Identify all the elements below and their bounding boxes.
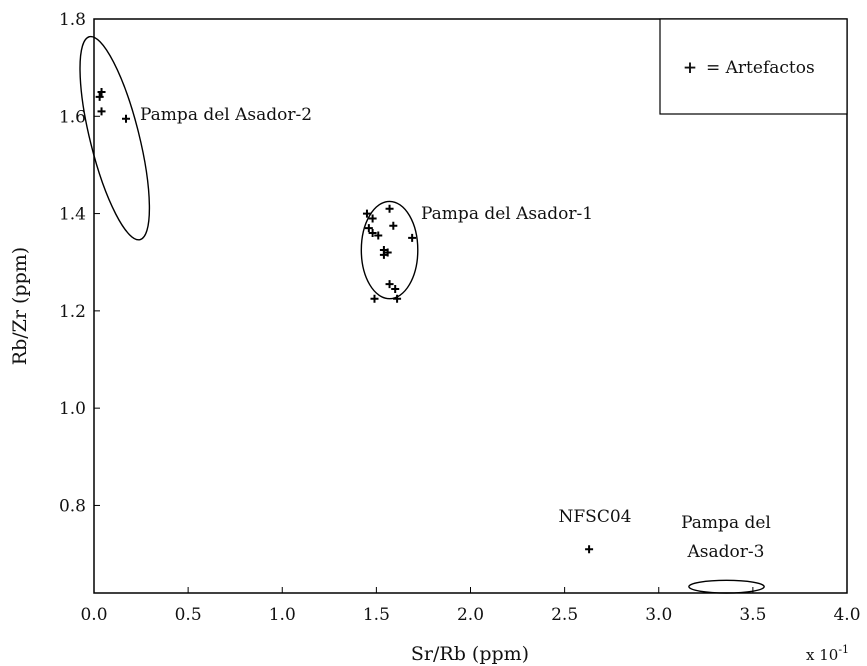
x-tick-label: 2.5: [551, 605, 578, 625]
legend-label: = Artefactos: [706, 58, 815, 78]
x-tick-label: 3.5: [739, 605, 766, 625]
data-point: [368, 214, 377, 223]
data-point: [385, 204, 394, 213]
x-tick-label: 3.0: [645, 605, 672, 625]
data-point: [391, 284, 400, 293]
y-tick-label: 1.0: [59, 399, 86, 419]
x-tick-label: 0.0: [80, 605, 107, 625]
x-axis-multiplier-exponent: -1: [838, 643, 849, 656]
legend: + = Artefactos: [659, 18, 848, 115]
data-point: [370, 294, 379, 303]
data-point: [95, 92, 104, 101]
legend-box: [659, 18, 848, 115]
data-point: [97, 107, 106, 116]
label-nfsc04: NFSC04: [559, 507, 632, 527]
label-pampa-del-asador-2: Pampa del Asador-2: [140, 105, 312, 125]
data-point: [122, 114, 131, 123]
data-point: [408, 233, 417, 242]
x-axis-label: Sr/Rb (ppm): [411, 643, 529, 665]
label-pampa-del-asador-1: Pampa del Asador-1: [421, 204, 593, 224]
label-pampa-del-asador-3-line1: Pampa del: [681, 513, 771, 533]
data-point: [364, 224, 373, 233]
y-tick-label: 0.8: [59, 496, 86, 516]
x-axis-multiplier-base: x 10: [806, 646, 838, 664]
data-point: [362, 209, 371, 218]
x-axis-ticks: 0.0 0.5 1.0 1.5 2.0 2.5 3.0 3.5 4.0: [80, 587, 861, 625]
x-tick-label: 2.0: [457, 605, 484, 625]
region-ellipse-1: [79, 35, 151, 241]
region-ellipse-3: [688, 579, 765, 594]
y-tick-label: 1.6: [59, 107, 86, 127]
data-point: [393, 294, 402, 303]
label-pampa-del-asador-3-line2: Asador-3: [687, 542, 765, 562]
data-point: [385, 280, 394, 289]
legend-marker: +: [683, 58, 697, 78]
x-tick-label: 1.5: [363, 605, 390, 625]
data-point: [379, 250, 388, 259]
y-tick-label: 1.4: [59, 205, 86, 225]
x-tick-label: 0.5: [175, 605, 202, 625]
data-point: [389, 221, 398, 230]
data-point: [97, 87, 106, 96]
data-point: [374, 231, 383, 240]
x-tick-label: 4.0: [833, 605, 860, 625]
x-axis-multiplier: x 10-1: [806, 643, 849, 664]
region-ellipse-2: [360, 200, 419, 300]
y-tick-label: 1.2: [59, 302, 86, 322]
y-tick-label: 1.8: [59, 10, 86, 30]
y-axis-ticks: 0.8 1.0 1.2 1.4 1.6 1.8: [59, 10, 100, 516]
y-axis-label: Rb/Zr (ppm): [9, 247, 31, 365]
x-tick-label: 1.0: [269, 605, 296, 625]
data-point: [368, 229, 377, 238]
data-point: [585, 545, 594, 554]
region-ellipses: [79, 35, 765, 594]
data-points: [95, 87, 594, 554]
